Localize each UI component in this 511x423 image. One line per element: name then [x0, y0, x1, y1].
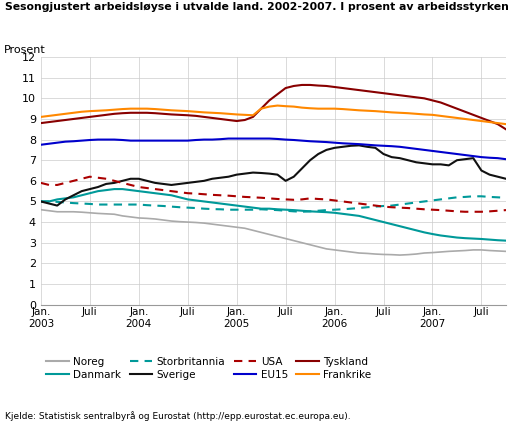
Text: Kjelde: Statistisk sentralbyrå og Eurostat (http://epp.eurostat.ec.europa.eu).: Kjelde: Statistisk sentralbyrå og Eurost…: [5, 411, 351, 421]
Text: Prosent: Prosent: [4, 45, 45, 55]
Legend: Noreg, Danmark, Storbritannia, Sverige, USA, EU15, Tyskland, Frankrike: Noreg, Danmark, Storbritannia, Sverige, …: [46, 357, 371, 380]
Text: Sesongjustert arbeidsløyse i utvalde land. 2002-2007. I prosent av arbeidsstyrke: Sesongjustert arbeidsløyse i utvalde lan…: [5, 2, 509, 12]
